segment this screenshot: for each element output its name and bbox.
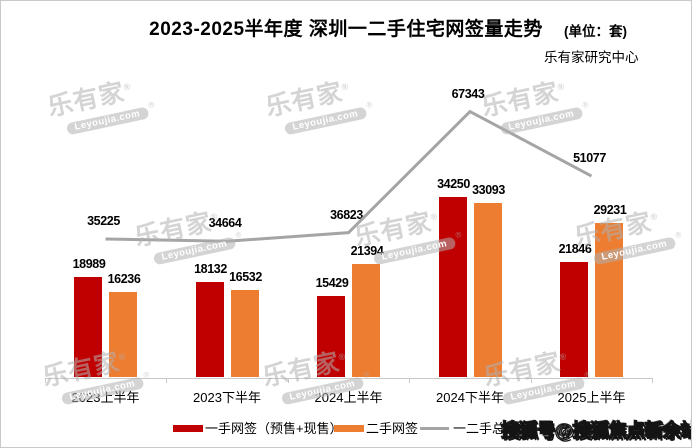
bar-first-hand (195, 281, 224, 377)
bar-first-hand (317, 295, 345, 377)
x-axis-tick (166, 379, 167, 383)
legend-label-first-hand: 一手网签（预售+现售） (205, 421, 343, 436)
x-axis-tick (409, 379, 410, 383)
sohu-watermark: 搜狐号@搜狐焦点新余站 (500, 419, 692, 441)
x-axis-tick (652, 379, 653, 383)
line-value-label-total: 35225 (87, 214, 120, 228)
line-value-label-total: 51077 (573, 151, 606, 166)
bar-second-hand (230, 290, 259, 377)
line-value-label-total: 34664 (208, 216, 242, 231)
bar-value-label-second-hand: 33093 (472, 182, 505, 197)
bar-value-label-first-hand: 21846 (558, 242, 592, 257)
x-tick-label: 2024下半年 (436, 390, 504, 405)
bar-second-hand (109, 291, 137, 377)
bar-first-hand (560, 262, 588, 377)
legend-swatch-second-hand (334, 425, 364, 432)
bar-value-label-first-hand: 34250 (437, 176, 470, 191)
line-value-label-total: 67343 (451, 86, 485, 101)
bar-value-label-first-hand: 15429 (315, 275, 349, 290)
x-axis-tick (44, 379, 46, 383)
bar-value-label-first-hand: 18132 (194, 261, 227, 276)
legend-swatch-total-line (420, 427, 449, 430)
bar-value-label-second-hand: 29231 (593, 203, 627, 218)
bar-second-hand (473, 202, 502, 377)
legend-label-total: 一二手总网签 (453, 421, 532, 436)
legend-swatch-first-hand (173, 425, 203, 432)
bar-value-label-second-hand: 16236 (107, 271, 141, 286)
line-value-label-total: 36823 (330, 207, 363, 222)
bar-value-label-second-hand: 16532 (229, 269, 262, 284)
legend-label-second-hand: 二手网签 (366, 421, 419, 436)
bar-second-hand (352, 264, 380, 377)
bar-first-hand (438, 196, 467, 377)
x-tick-label: 2023下半年 (193, 390, 261, 405)
source-label: 乐有家研究中心 (544, 50, 639, 65)
chart-title: 2023-2025半年度 深圳一二手住宅网签量走势 (149, 19, 543, 40)
bar-value-label-first-hand: 18989 (72, 257, 106, 272)
bar-first-hand (74, 277, 102, 377)
unit-label: (单位：套) (564, 24, 627, 39)
